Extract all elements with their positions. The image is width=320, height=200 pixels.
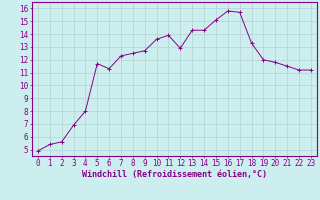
X-axis label: Windchill (Refroidissement éolien,°C): Windchill (Refroidissement éolien,°C)	[82, 170, 267, 179]
